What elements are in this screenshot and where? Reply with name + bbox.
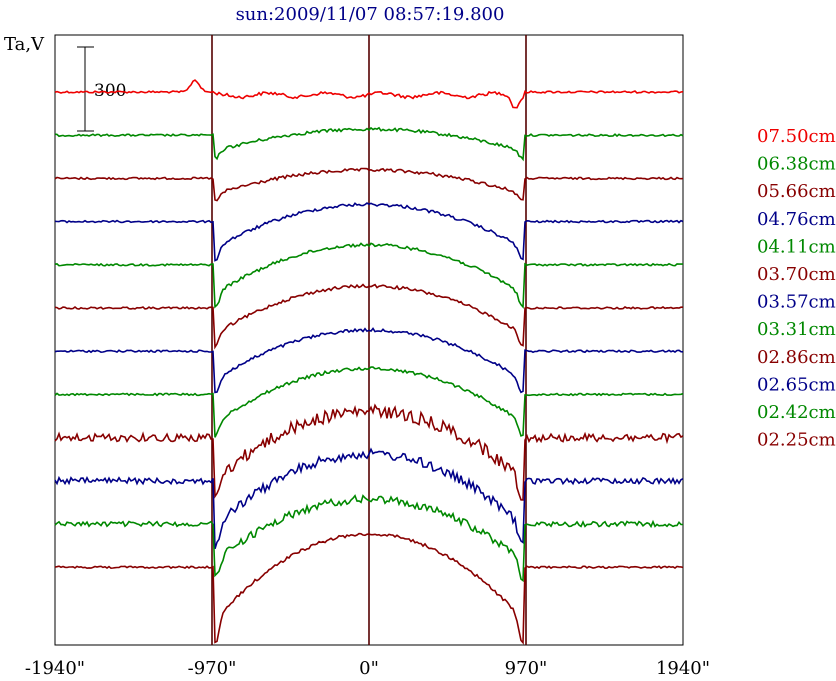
scale-bar: 300 [77, 46, 126, 132]
series-line [54, 242, 683, 309]
legend-entry: 02.42cm [757, 402, 836, 423]
series-line [54, 283, 683, 350]
series-line [54, 494, 683, 583]
legend-entry: 07.50cm [757, 126, 836, 147]
series-line [54, 366, 684, 438]
legend-entry: 03.57cm [757, 292, 836, 313]
legend-entry: 05.66cm [757, 181, 836, 202]
legend-entry: 04.11cm [757, 236, 836, 257]
x-tick-label: -1940" [25, 658, 85, 679]
x-tick-label: 970" [505, 658, 548, 679]
legend-entry: 02.86cm [757, 347, 836, 368]
x-tick-label: -970" [188, 658, 237, 679]
legend-entry: 06.38cm [757, 154, 836, 175]
legend-entry: 03.31cm [757, 319, 836, 340]
chart-title: sun:2009/11/07 08:57:19.800 [236, 4, 505, 25]
legend-entry: 04.76cm [757, 209, 836, 230]
legend-entry: 02.25cm [757, 430, 836, 451]
series-line [54, 403, 684, 501]
x-tick-labels: -1940" -970" 0" 970" 1940" [25, 658, 710, 679]
series-line [54, 79, 684, 109]
scale-bar-label: 300 [94, 81, 126, 101]
legend-entry: 03.70cm [757, 264, 836, 285]
legend: 07.50cm 06.38cm 05.66cm 04.76cm 04.11cm 03.70… [757, 126, 836, 451]
series-traces [54, 79, 684, 645]
x-tick-label: 0" [359, 658, 379, 679]
series-line [54, 202, 684, 262]
limb-markers [211, 35, 527, 645]
series-line [54, 167, 684, 202]
y-axis-label: Ta,V [4, 34, 45, 55]
series-line [54, 447, 684, 550]
series-line [54, 126, 684, 162]
series-line [54, 327, 684, 394]
x-tick-label: 1940" [656, 658, 710, 679]
legend-entry: 02.65cm [757, 374, 836, 395]
series-line [54, 532, 684, 645]
